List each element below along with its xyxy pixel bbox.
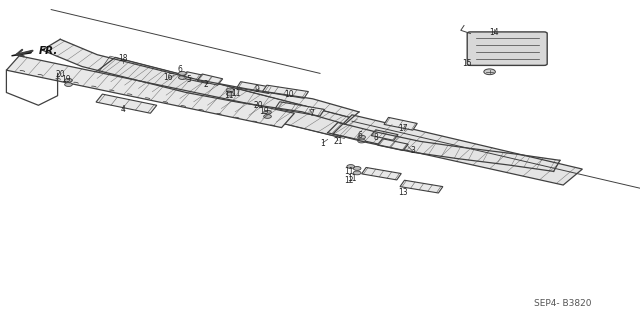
Circle shape bbox=[227, 88, 234, 92]
Circle shape bbox=[264, 115, 271, 118]
Text: 11: 11 bbox=[231, 89, 240, 98]
Circle shape bbox=[264, 110, 271, 114]
Polygon shape bbox=[182, 72, 212, 84]
Polygon shape bbox=[6, 56, 294, 128]
Circle shape bbox=[65, 78, 72, 82]
Polygon shape bbox=[400, 180, 443, 193]
Circle shape bbox=[353, 167, 361, 170]
Text: 16: 16 bbox=[163, 73, 173, 82]
Circle shape bbox=[347, 165, 355, 168]
Text: 18: 18 bbox=[118, 54, 127, 63]
Text: 5: 5 bbox=[186, 75, 191, 84]
Text: 4: 4 bbox=[120, 105, 125, 114]
Text: 19: 19 bbox=[61, 75, 71, 84]
Circle shape bbox=[358, 139, 365, 143]
Polygon shape bbox=[371, 130, 398, 140]
Text: 6: 6 bbox=[177, 65, 182, 74]
Text: 12: 12 bbox=[344, 176, 353, 185]
Text: 9: 9 bbox=[255, 85, 260, 94]
Text: 11: 11 bbox=[348, 174, 356, 183]
Text: 2: 2 bbox=[204, 80, 209, 89]
FancyBboxPatch shape bbox=[467, 32, 547, 65]
Circle shape bbox=[227, 92, 234, 96]
Text: 1: 1 bbox=[320, 139, 325, 148]
Text: 19: 19 bbox=[259, 107, 269, 115]
Circle shape bbox=[358, 135, 365, 139]
Polygon shape bbox=[378, 139, 408, 151]
Polygon shape bbox=[90, 57, 365, 137]
Polygon shape bbox=[333, 115, 582, 185]
Polygon shape bbox=[42, 39, 359, 124]
Circle shape bbox=[353, 171, 361, 175]
Polygon shape bbox=[362, 167, 401, 180]
Polygon shape bbox=[275, 102, 324, 116]
Polygon shape bbox=[328, 122, 560, 171]
Polygon shape bbox=[237, 82, 273, 93]
Text: 15: 15 bbox=[462, 59, 472, 68]
Text: 21: 21 bbox=[333, 137, 342, 146]
Text: 3: 3 bbox=[410, 146, 415, 155]
Text: 11: 11 bbox=[224, 91, 233, 100]
Text: 14: 14 bbox=[489, 28, 499, 37]
Text: 13: 13 bbox=[398, 188, 408, 197]
Polygon shape bbox=[96, 94, 157, 113]
Text: FR.: FR. bbox=[38, 46, 58, 56]
Text: 7: 7 bbox=[309, 109, 314, 118]
Circle shape bbox=[179, 76, 186, 79]
Text: 8: 8 bbox=[374, 133, 379, 142]
Text: SEP4- B3820: SEP4- B3820 bbox=[534, 299, 592, 308]
Polygon shape bbox=[12, 51, 32, 56]
Circle shape bbox=[65, 83, 72, 86]
Polygon shape bbox=[197, 74, 223, 85]
Text: 20: 20 bbox=[55, 70, 65, 78]
Polygon shape bbox=[384, 117, 417, 130]
Text: 20: 20 bbox=[253, 101, 263, 110]
Text: 10: 10 bbox=[284, 90, 294, 99]
Circle shape bbox=[179, 71, 186, 75]
Text: 11: 11 bbox=[344, 167, 353, 176]
Polygon shape bbox=[262, 85, 308, 98]
Text: 17: 17 bbox=[398, 124, 408, 133]
Circle shape bbox=[484, 69, 495, 75]
Text: 6: 6 bbox=[357, 131, 362, 140]
